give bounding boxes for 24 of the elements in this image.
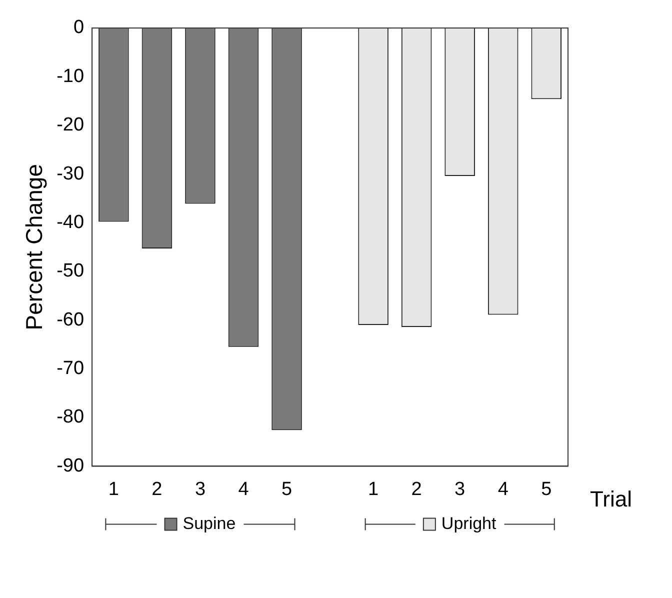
x-tick-label: 1 xyxy=(368,478,379,500)
y-tick-label: -70 xyxy=(56,358,84,380)
y-tick-label: -10 xyxy=(56,66,84,87)
y-tick-label: -80 xyxy=(56,406,84,428)
y-tick-label: -20 xyxy=(56,114,84,136)
x-tick-label: 3 xyxy=(454,478,466,500)
y-tick-label: -90 xyxy=(56,455,84,476)
y-axis-title: Percent Change xyxy=(21,164,48,330)
x-tick-label: 2 xyxy=(152,478,162,500)
y-tick-label: -60 xyxy=(56,309,84,330)
x-tick-label: 5 xyxy=(281,478,292,500)
x-tick-label: 3 xyxy=(194,478,206,500)
x-tick-label: 2 xyxy=(411,478,422,500)
y-tick-label: -50 xyxy=(56,260,84,282)
x-axis-title: Trial xyxy=(590,486,632,512)
x-tick-label: 5 xyxy=(541,478,552,500)
legend-label: Supine xyxy=(182,514,236,533)
x-tick-label: 1 xyxy=(108,478,119,500)
y-tick-label: 0 xyxy=(73,17,84,38)
x-tick-label: 4 xyxy=(238,478,250,500)
y-tick-label: -30 xyxy=(56,163,84,184)
x-tick-label: 4 xyxy=(498,478,509,500)
y-tick-label: -40 xyxy=(56,212,84,233)
legend-label: Upright xyxy=(441,514,497,533)
